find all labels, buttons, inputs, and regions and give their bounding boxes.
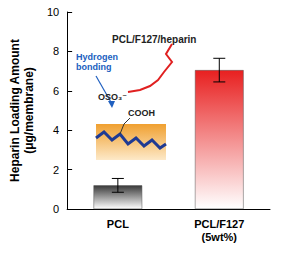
- svg-text:(μg/membrane): (μg/membrane): [22, 67, 36, 154]
- svg-text:0: 0: [53, 203, 59, 215]
- svg-text:10: 10: [47, 6, 59, 18]
- svg-text:2: 2: [53, 164, 59, 176]
- svg-text:8: 8: [53, 45, 59, 57]
- svg-text:Heparin Loading Amount: Heparin Loading Amount: [8, 39, 22, 182]
- svg-text:PCL/F127: PCL/F127: [194, 218, 244, 230]
- svg-text:bonding: bonding: [76, 62, 112, 72]
- svg-text:6: 6: [53, 85, 59, 97]
- svg-text:Hydrogen: Hydrogen: [76, 52, 118, 62]
- svg-text:PCL: PCL: [107, 218, 129, 230]
- svg-text:COOH: COOH: [128, 108, 155, 118]
- svg-text:OSO₃⁻: OSO₃⁻: [98, 92, 127, 102]
- svg-text:PCL/F127/heparin: PCL/F127/heparin: [112, 34, 196, 45]
- svg-text:(5wt%): (5wt%): [202, 231, 238, 243]
- svg-text:4: 4: [53, 124, 59, 136]
